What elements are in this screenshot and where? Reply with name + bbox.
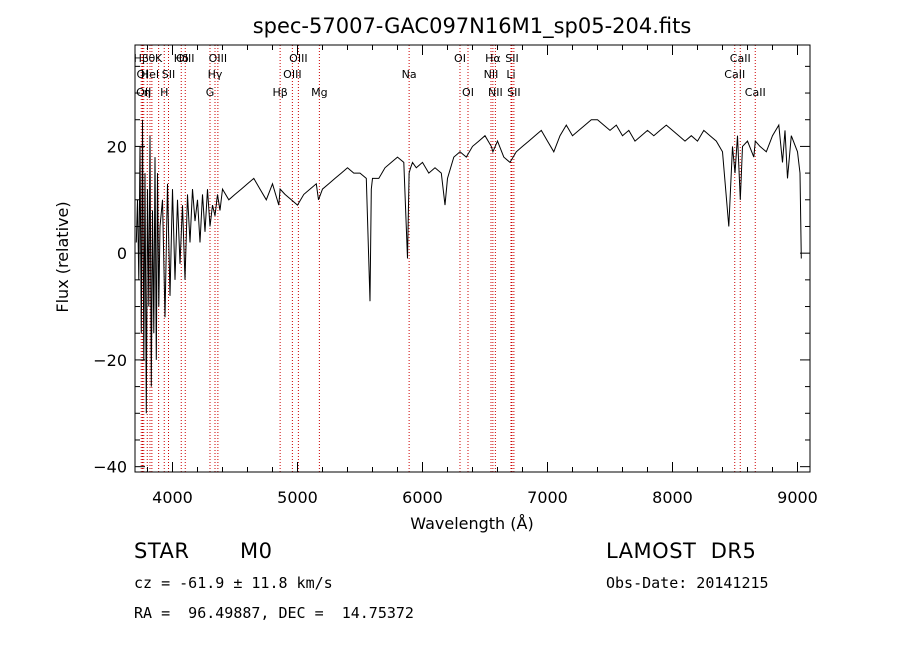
observation-date: Obs-Date: 20141215 xyxy=(606,574,769,592)
spectral-line-label: OI xyxy=(462,86,474,99)
spectral-line-label: SII xyxy=(162,68,175,81)
spectral-line-label: SII xyxy=(505,52,518,65)
x-axis-ticks: 4000 5000 6000 7000 8000 9000 xyxy=(147,45,818,507)
spectral-line-label: NII xyxy=(484,68,499,81)
x-tick-label: 4000 xyxy=(152,488,193,507)
spectral-line-label: Hδ xyxy=(174,52,189,65)
spectral-line-label: NII xyxy=(488,86,503,99)
spectral-line-label: η xyxy=(144,86,151,99)
spectrum-series-line xyxy=(135,119,802,414)
object-subclass: M0 xyxy=(240,539,273,563)
x-tick-label: 6000 xyxy=(402,488,443,507)
spectral-line-label: CaII xyxy=(730,52,751,65)
spectral-line-label: OII xyxy=(136,86,151,99)
x-tick-label: 9000 xyxy=(777,488,818,507)
spectral-line-label: Hβ xyxy=(272,86,287,99)
x-axis-label: Wavelength (Å) xyxy=(410,514,533,533)
spectral-line-label: CaII xyxy=(724,68,745,81)
x-tick-label: 7000 xyxy=(527,488,568,507)
ra-dec-coordinates: RA = 96.49887, DEC = 14.75372 xyxy=(134,604,414,622)
spectral-line-markers xyxy=(140,45,756,472)
spectral-line-label: Na xyxy=(402,68,417,81)
spectral-line-label: G xyxy=(206,86,215,99)
y-axis-label: Flux (relative) xyxy=(53,201,72,312)
y-tick-label: −40 xyxy=(93,458,127,477)
spectral-line-label: OIII xyxy=(209,52,227,65)
x-tick-label: 8000 xyxy=(652,488,693,507)
survey-release: LAMOST DR5 xyxy=(606,539,757,563)
spectral-line-label: Hβ xyxy=(134,52,149,65)
x-tick-label: 5000 xyxy=(277,488,318,507)
spectral-line-label: OIII xyxy=(289,52,307,65)
y-tick-label: 0 xyxy=(117,244,127,263)
spectral-line-label: Hγ xyxy=(208,68,223,81)
spectral-line-label: SII xyxy=(507,86,520,99)
redshift-velocity: cz = -61.9 ± 11.8 km/s xyxy=(134,574,333,592)
spectral-line-label: HeI xyxy=(141,68,159,81)
spectral-line-label: CaII xyxy=(745,86,766,99)
spectral-line-label: OIII xyxy=(283,68,301,81)
spectral-line-label: K xyxy=(155,52,163,65)
y-axis-ticks: −40 −20 0 20 xyxy=(93,65,810,477)
y-tick-label: −20 xyxy=(93,351,127,370)
spectral-line-label: OIII xyxy=(176,52,194,65)
object-class: STAR xyxy=(134,539,190,563)
spectral-line-label: OI xyxy=(137,68,149,81)
spectral-line-label: θ xyxy=(149,52,156,65)
y-tick-label: 20 xyxy=(107,137,127,156)
spectral-line-label: Mg xyxy=(311,86,327,99)
spectral-line-label: Hα xyxy=(485,52,501,65)
plot-frame xyxy=(134,44,811,473)
spectral-line-label: H xyxy=(160,86,168,99)
chart-title: spec-57007-GAC097N16M1_sp05-204.fits xyxy=(253,14,692,39)
spectral-line-label: OI xyxy=(454,52,466,65)
spectral-line-label: Li xyxy=(506,68,515,81)
